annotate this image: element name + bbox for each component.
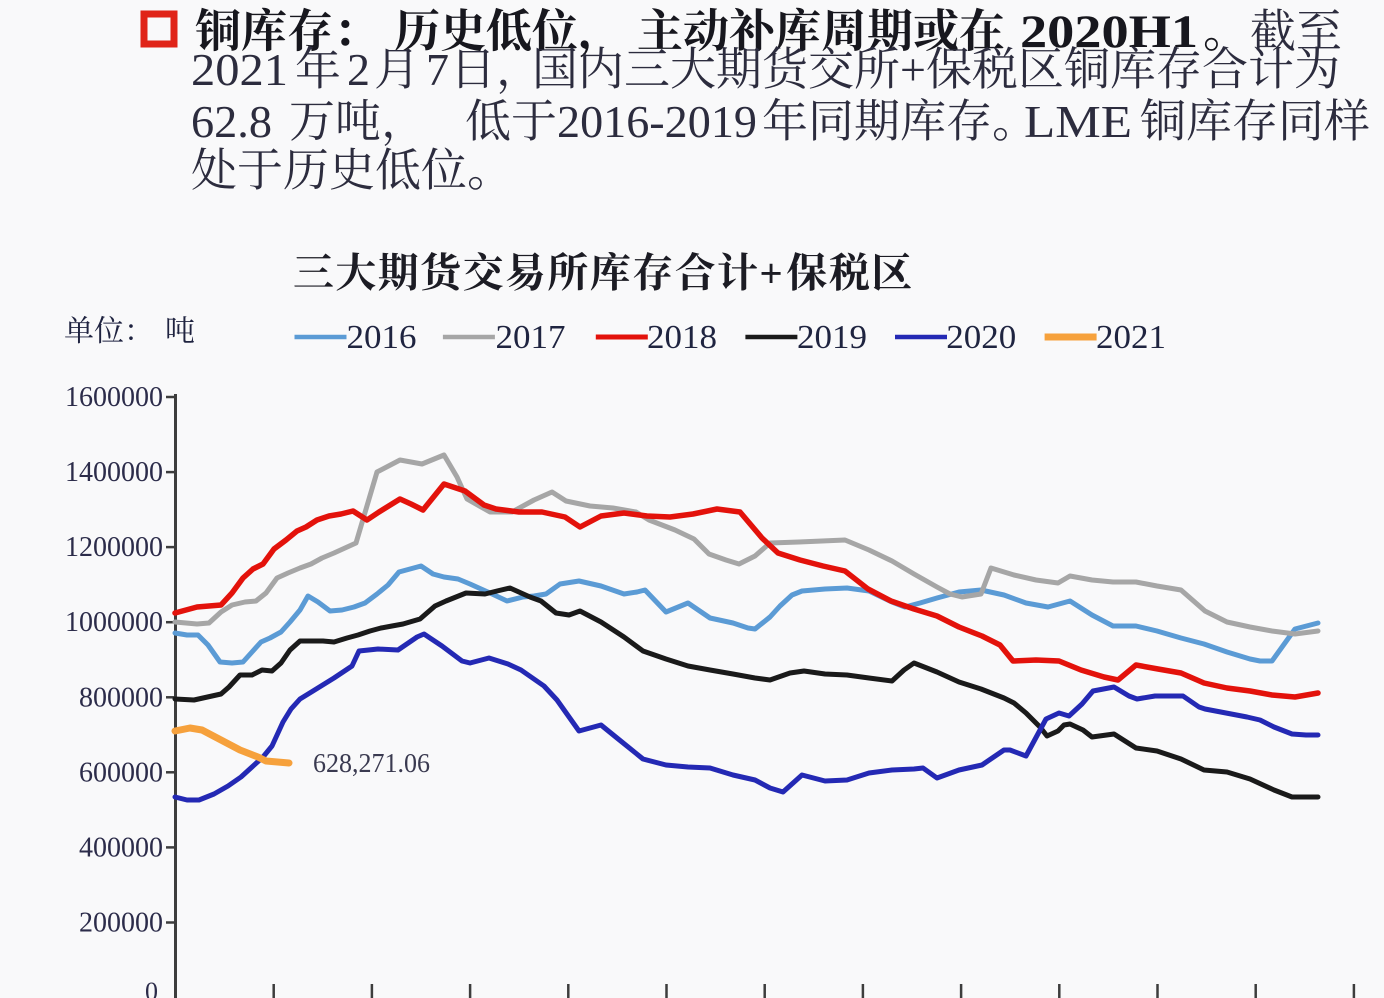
svg-text:2017: 2017 <box>496 319 566 356</box>
svg-text:2020H1: 2020H1 <box>1020 6 1198 58</box>
svg-text:1400000: 1400000 <box>65 457 163 488</box>
svg-text:1600000: 1600000 <box>65 382 163 413</box>
svg-text:2016-2019: 2016-2019 <box>557 96 757 147</box>
svg-text:2: 2 <box>347 44 370 95</box>
svg-text:62.8: 62.8 <box>191 96 272 147</box>
svg-text:+: + <box>759 250 782 296</box>
svg-text:2019: 2019 <box>797 319 867 356</box>
svg-text:2018: 2018 <box>647 319 717 356</box>
svg-text:400000: 400000 <box>79 832 163 863</box>
svg-text:2021: 2021 <box>1096 319 1166 356</box>
svg-text:2016: 2016 <box>347 319 417 356</box>
svg-text:+: + <box>900 44 926 95</box>
svg-text:1000000: 1000000 <box>65 607 163 638</box>
svg-text:800000: 800000 <box>79 682 163 713</box>
svg-text:LME: LME <box>1024 96 1132 147</box>
svg-text:1200000: 1200000 <box>65 532 163 563</box>
svg-text:7: 7 <box>426 44 449 95</box>
svg-text:200000: 200000 <box>79 907 163 938</box>
svg-text:2021: 2021 <box>191 44 288 95</box>
svg-text:600000: 600000 <box>79 757 163 788</box>
svg-text:628,271.06: 628,271.06 <box>313 748 430 778</box>
svg-text:2020: 2020 <box>946 319 1016 356</box>
svg-text:0: 0 <box>145 977 158 998</box>
